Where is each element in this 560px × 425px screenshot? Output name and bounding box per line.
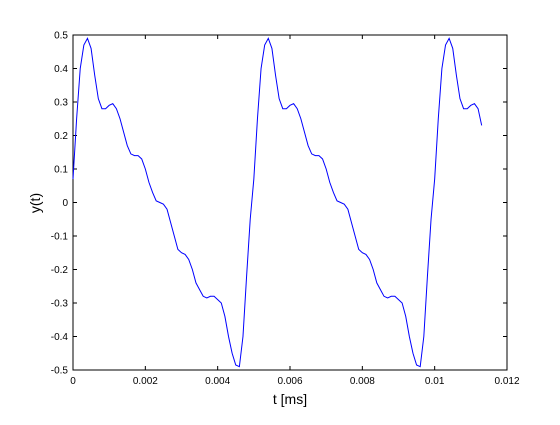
- y-tick-label: -0.1: [51, 232, 69, 243]
- y-tick-label: -0.2: [51, 265, 69, 276]
- y-tick-label: 0: [62, 198, 68, 209]
- x-tick-label: 0.006: [277, 376, 302, 387]
- y-tick-label: 0.4: [54, 64, 68, 75]
- y-tick-label: -0.5: [51, 366, 69, 377]
- y-tick-label: 0.3: [54, 98, 68, 109]
- x-axis-label: t [ms]: [273, 391, 307, 407]
- data-line: [72, 37, 483, 368]
- x-tick-label: 0.012: [494, 376, 519, 387]
- x-tick-label: 0.01: [425, 376, 445, 387]
- plot-area: [72, 34, 508, 371]
- y-axis-label: y(t): [27, 193, 43, 213]
- y-tick-label: -0.3: [51, 299, 69, 310]
- y-tick-label: 0.1: [54, 165, 68, 176]
- x-tick-label: 0.004: [205, 376, 230, 387]
- x-tick-label: 0.002: [133, 376, 158, 387]
- y-tick-label: -0.4: [51, 332, 69, 343]
- y-tick-label: 0.5: [54, 31, 68, 42]
- x-tick-label: 0.008: [350, 376, 375, 387]
- y-tick-label: 0.2: [54, 131, 68, 142]
- x-tick-label: 0: [70, 376, 76, 387]
